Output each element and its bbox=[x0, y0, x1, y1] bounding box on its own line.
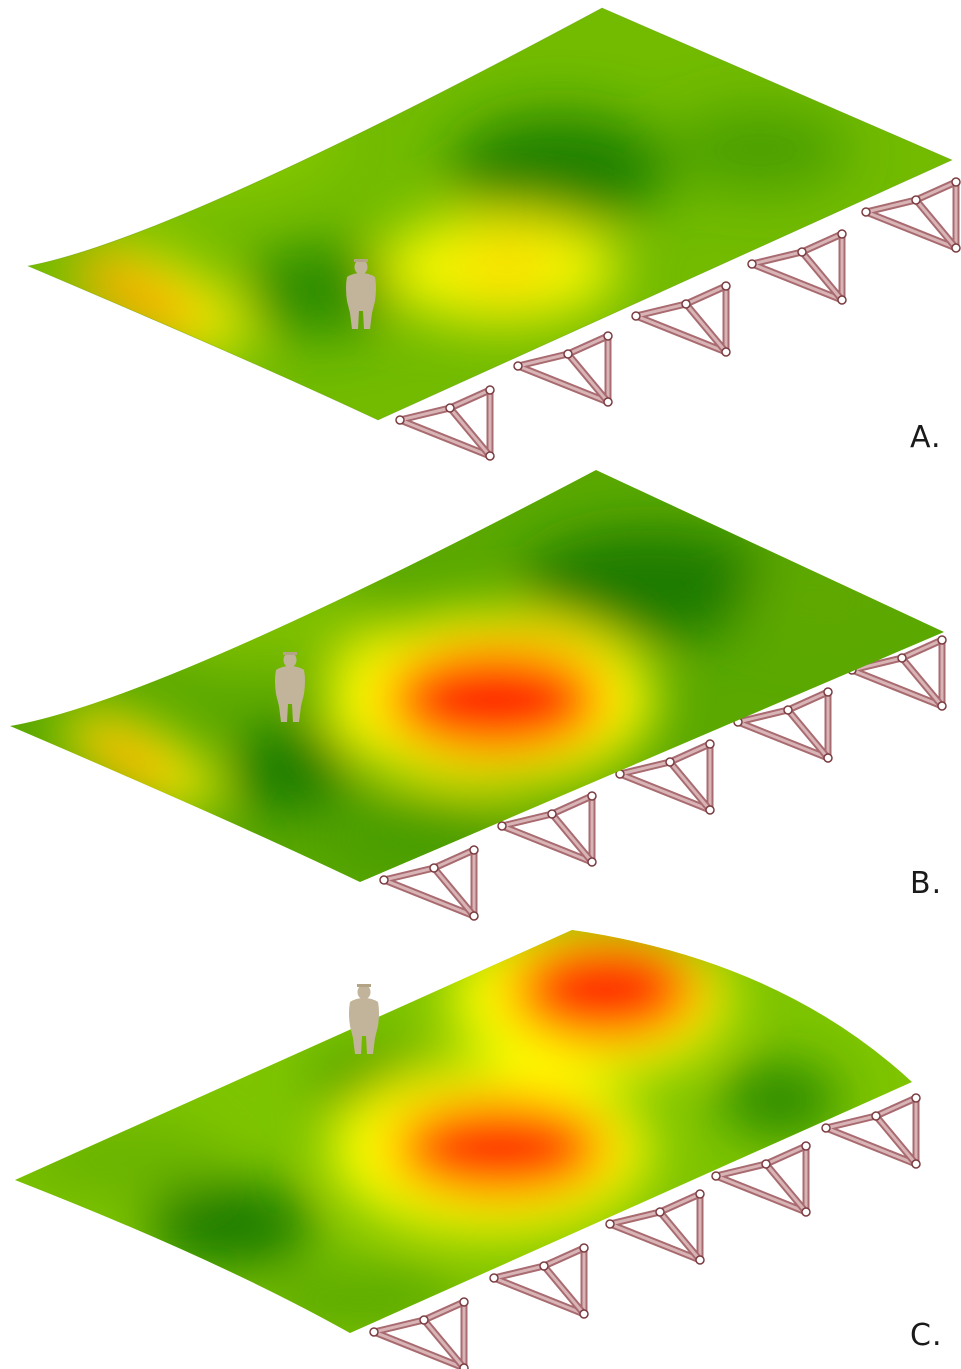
panel-c-surface bbox=[15, 930, 912, 1333]
panel-label-a: A. bbox=[910, 420, 942, 455]
panel-b-surface bbox=[10, 470, 944, 882]
panel-c bbox=[15, 930, 961, 1369]
panel-a-surface bbox=[28, 8, 952, 420]
panel-b bbox=[10, 470, 961, 920]
panel-a bbox=[26, 7, 961, 460]
panel-label-b: B. bbox=[910, 866, 943, 901]
panel-label-c: C. bbox=[910, 1318, 943, 1353]
